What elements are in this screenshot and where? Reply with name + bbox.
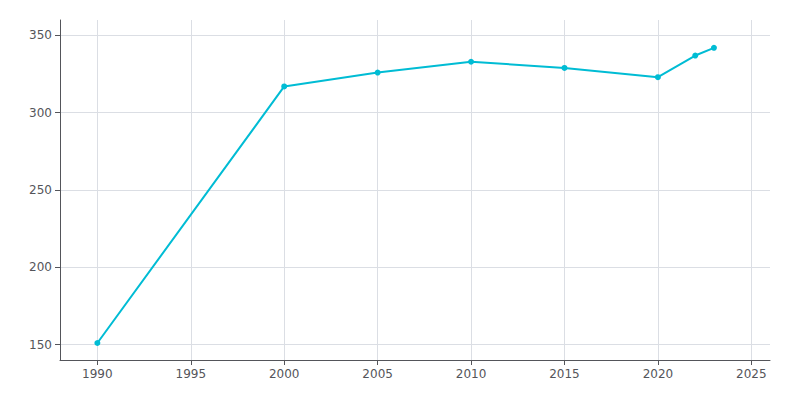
svg-text:2005: 2005 <box>362 367 393 381</box>
svg-text:250: 250 <box>29 183 52 197</box>
svg-text:2000: 2000 <box>269 367 300 381</box>
svg-text:200: 200 <box>29 260 52 274</box>
svg-text:2025: 2025 <box>736 367 767 381</box>
svg-text:2015: 2015 <box>549 367 580 381</box>
svg-text:2020: 2020 <box>643 367 674 381</box>
svg-text:1990: 1990 <box>82 367 113 381</box>
svg-text:350: 350 <box>29 28 52 42</box>
svg-text:1995: 1995 <box>176 367 207 381</box>
svg-text:300: 300 <box>29 106 52 120</box>
svg-text:150: 150 <box>29 338 52 352</box>
svg-text:2010: 2010 <box>456 367 487 381</box>
